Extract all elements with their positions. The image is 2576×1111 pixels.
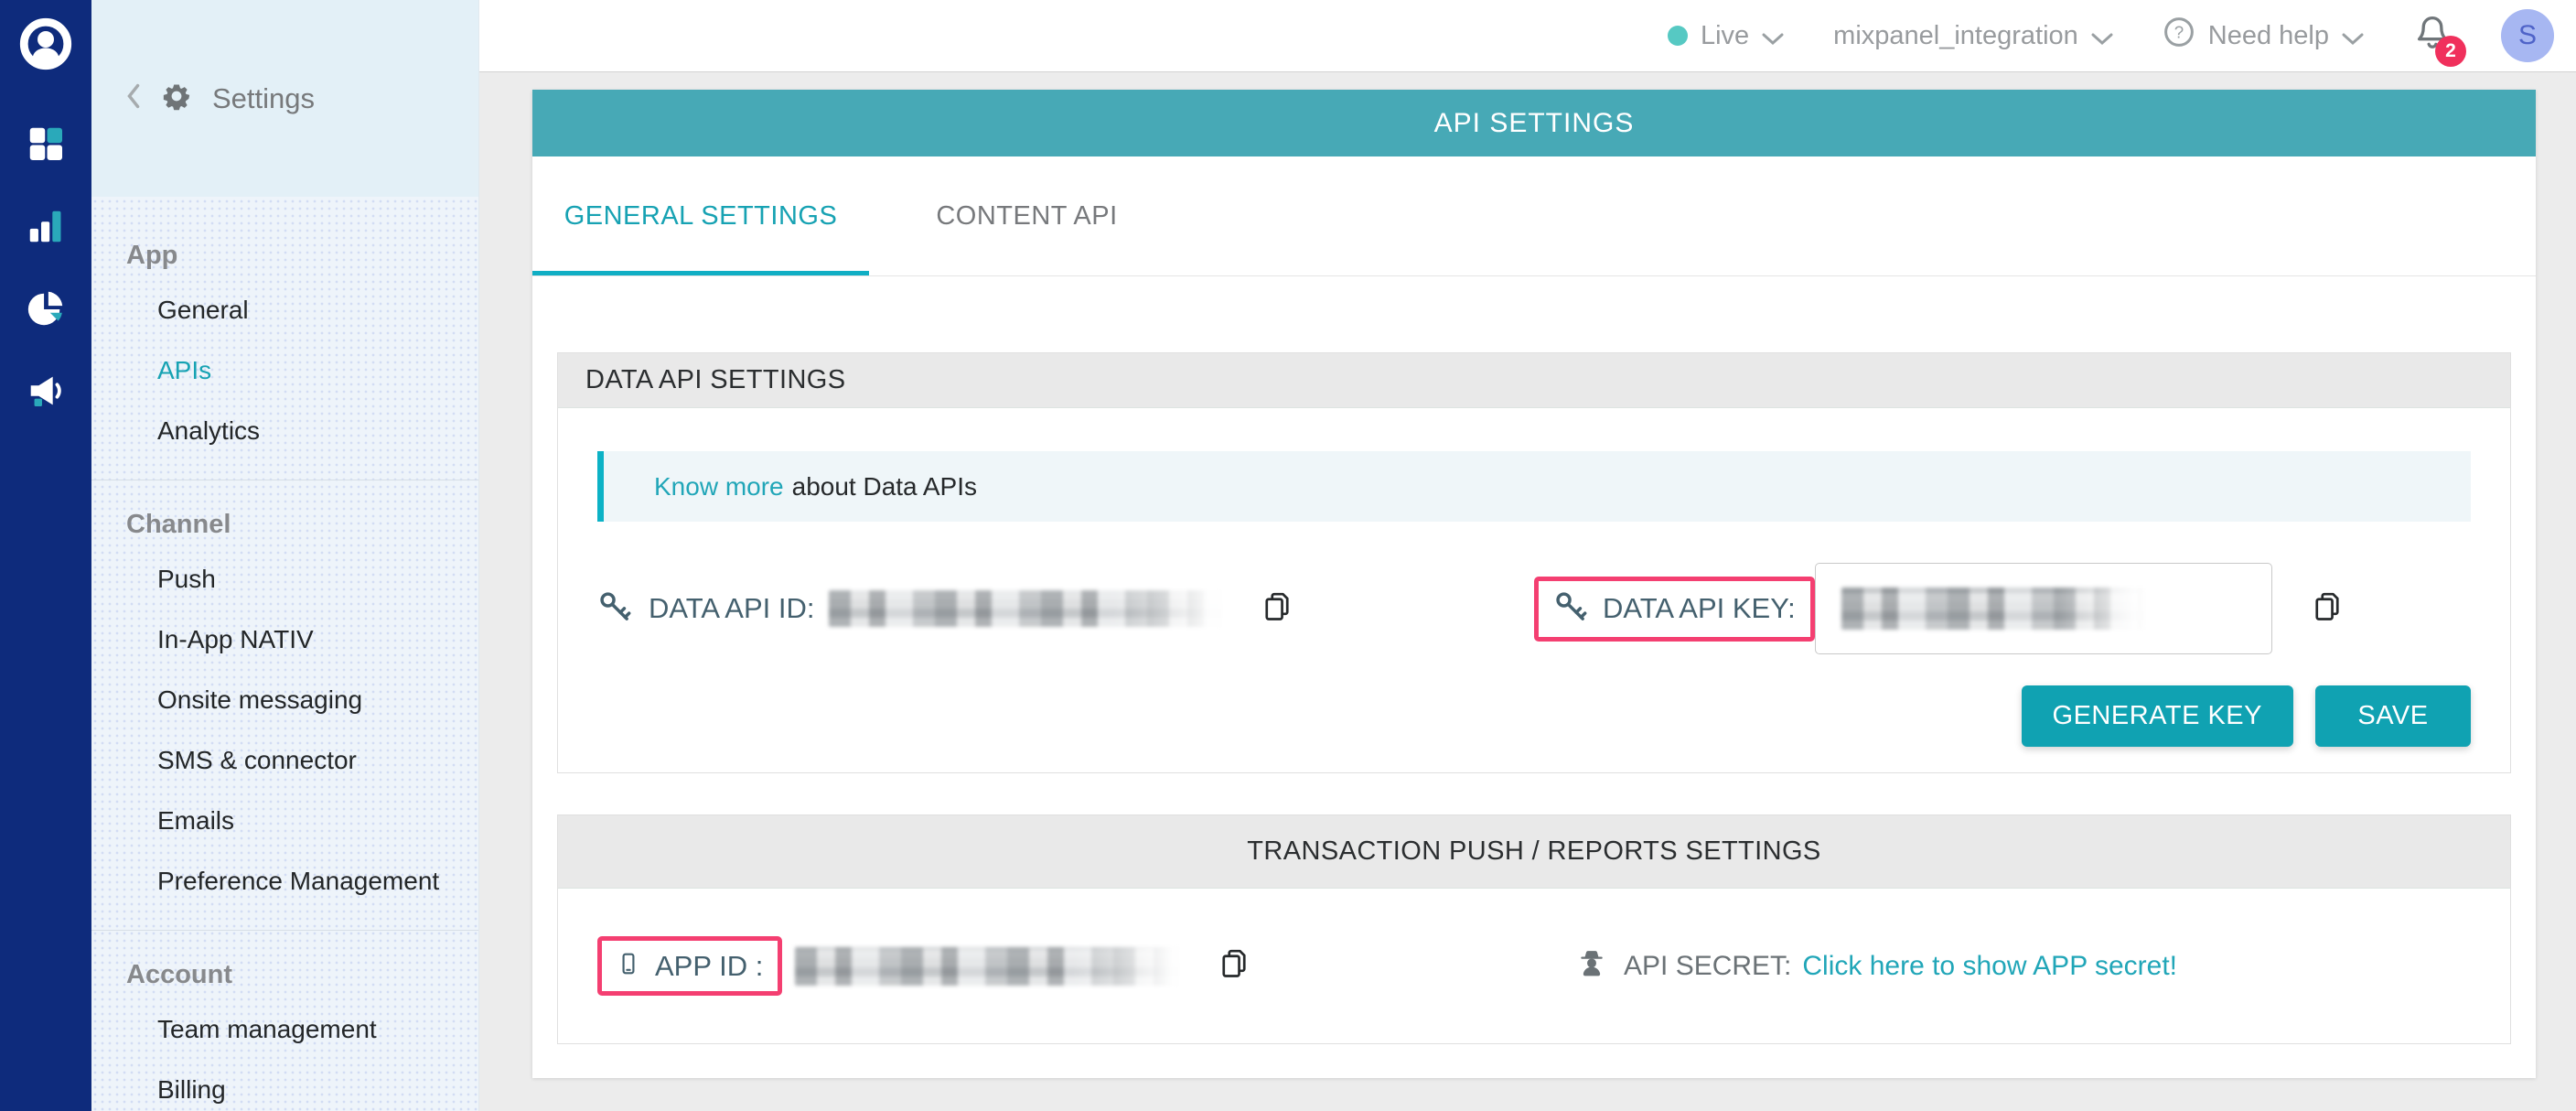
data-api-id-value-redacted — [829, 590, 1223, 627]
data-api-settings-body: Know more about Data APIs DATA API ID: — [558, 408, 2510, 772]
sidebar-header: Settings — [91, 0, 478, 197]
project-switcher[interactable]: mixpanel_integration — [1833, 19, 2113, 53]
sidebar-item-sms-connector[interactable]: SMS & connector — [157, 746, 357, 774]
pie-chart-icon[interactable] — [25, 287, 67, 329]
sidebar-item-apis[interactable]: APIs — [157, 356, 212, 384]
sidebar-title: Settings — [212, 81, 316, 114]
nav-group-channel: Channel — [126, 510, 231, 539]
data-api-actions: GENERATE KEY SAVE — [597, 685, 2471, 747]
data-api-key-group: DATA API KEY: — [1534, 563, 2471, 654]
generate-key-button[interactable]: GENERATE KEY — [2021, 685, 2293, 747]
api-secret-group: API SECRET: Click here to show APP secre… — [1492, 948, 2471, 984]
app-id-label: APP ID : — [655, 949, 764, 982]
data-api-settings-header: DATA API SETTINGS — [558, 353, 2510, 408]
mobile-phone-icon — [617, 949, 640, 983]
data-api-key-input[interactable] — [1814, 563, 2272, 654]
transaction-push-panel: TRANSACTION PUSH / REPORTS SETTINGS APP … — [557, 814, 2511, 1044]
data-api-key-label: DATA API KEY: — [1603, 592, 1796, 624]
data-api-settings-panel: DATA API SETTINGS Know more about Data A… — [557, 352, 2511, 773]
nav-group-account: Account — [126, 960, 232, 989]
annotation-box-data-api-key: DATA API KEY: — [1534, 576, 1815, 642]
app-id-group: APP ID : — [597, 936, 1492, 996]
show-app-secret-link[interactable]: Click here to show APP secret! — [1802, 950, 2178, 981]
notification-count-badge: 2 — [2435, 36, 2466, 67]
sidebar-item-team-management[interactable]: Team management — [157, 1015, 377, 1043]
api-settings-card: API SETTINGS GENERAL SETTINGS CONTENT AP… — [532, 90, 2536, 1078]
copy-data-api-id-icon[interactable] — [1261, 590, 1293, 628]
key-icon — [1553, 589, 1588, 629]
live-label: Live — [1700, 20, 1750, 50]
page-title: API SETTINGS — [532, 90, 2536, 156]
transaction-push-body: APP ID : — [558, 889, 2510, 1043]
app-id-value-redacted — [795, 946, 1180, 986]
sidebar-item-analytics[interactable]: Analytics — [157, 416, 261, 445]
chevron-down-icon — [2342, 23, 2364, 53]
sidebar-item-billing[interactable]: Billing — [157, 1075, 226, 1104]
gear-icon — [161, 81, 192, 116]
transaction-push-header: TRANSACTION PUSH / REPORTS SETTINGS — [558, 815, 2510, 889]
tab-bar: GENERAL SETTINGS CONTENT API — [532, 156, 2536, 276]
help-label: Need help — [2207, 20, 2329, 50]
bar-chart-icon[interactable] — [25, 205, 67, 247]
know-more-text: about Data APIs — [791, 471, 977, 501]
sidebar-item-emails[interactable]: Emails — [157, 806, 235, 835]
live-status-dot — [1667, 26, 1688, 46]
content-background: API SETTINGS GENERAL SETTINGS CONTENT AP… — [479, 72, 2576, 1111]
sidebar-item-general[interactable]: General — [157, 296, 249, 324]
sidebar-item-push[interactable]: Push — [157, 565, 216, 593]
api-credentials-row: DATA API ID: — [597, 563, 2471, 654]
sidebar-divider — [91, 930, 478, 931]
brand-logo-icon[interactable] — [18, 16, 73, 71]
know-more-notice: Know more about Data APIs — [597, 451, 2471, 522]
copy-data-api-key-icon[interactable] — [2311, 590, 2344, 628]
chevron-down-icon — [1762, 23, 1784, 53]
rail-nav — [25, 123, 67, 412]
megaphone-icon[interactable] — [25, 370, 67, 412]
sidebar-item-onsite-messaging[interactable]: Onsite messaging — [157, 685, 363, 714]
copy-app-id-icon[interactable] — [1218, 947, 1250, 985]
sidebar-item-inapp-nativ[interactable]: In-App NATIV — [157, 625, 314, 653]
tab-general-settings[interactable]: GENERAL SETTINGS — [532, 156, 869, 275]
back-chevron-icon[interactable] — [126, 83, 141, 113]
chevron-down-icon — [2091, 23, 2113, 53]
project-name: mixpanel_integration — [1833, 20, 2078, 50]
main-area: Live mixpanel_integration ? Need help — [479, 0, 2576, 1111]
notifications-bell-icon[interactable]: 2 — [2413, 12, 2466, 67]
key-icon — [597, 589, 632, 629]
topbar: Live mixpanel_integration ? Need help — [479, 0, 2576, 72]
data-api-id-group: DATA API ID: — [597, 589, 1534, 629]
settings-nav: App General APIs Analytics Channel Push … — [91, 197, 478, 1111]
api-secret-label: API SECRET: — [1624, 950, 1792, 981]
nav-group-app: App — [126, 241, 178, 270]
annotation-box-app-id: APP ID : — [597, 936, 783, 996]
environment-switcher[interactable]: Live — [1667, 19, 1784, 53]
user-avatar[interactable]: S — [2501, 9, 2554, 62]
save-button[interactable]: SAVE — [2315, 685, 2471, 747]
know-more-link[interactable]: Know more — [654, 471, 784, 501]
sidebar-item-preference-management[interactable]: Preference Management — [157, 867, 440, 895]
dashboard-grid-icon[interactable] — [25, 123, 67, 165]
tab-content-api[interactable]: CONTENT API — [936, 200, 1118, 231]
data-api-id-label: DATA API ID: — [649, 592, 815, 624]
settings-sidebar: Settings App General APIs Analytics Chan… — [91, 0, 479, 1111]
data-api-key-value-redacted — [1841, 588, 2143, 630]
svg-text:?: ? — [2174, 23, 2184, 42]
icon-rail — [0, 0, 91, 1111]
help-menu[interactable]: ? Need help — [2163, 16, 2364, 56]
spy-icon — [1576, 948, 1607, 984]
card-body: DATA API SETTINGS Know more about Data A… — [532, 352, 2536, 1044]
help-question-icon: ? — [2163, 16, 2195, 56]
